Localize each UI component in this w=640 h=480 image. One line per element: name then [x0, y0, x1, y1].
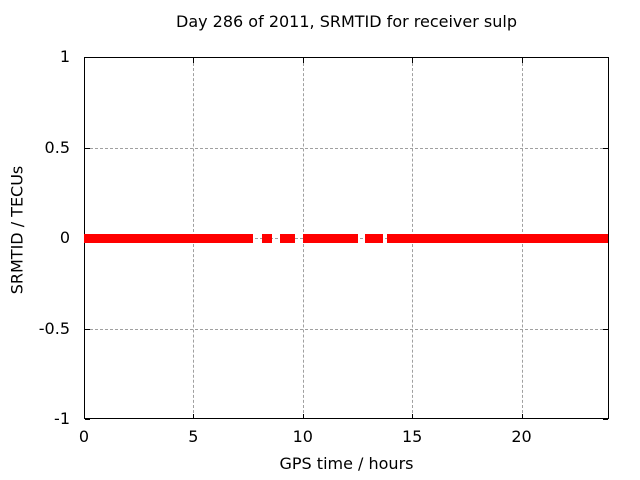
- x-tick-mark-top: [302, 58, 304, 63]
- x-tick-label: 10: [292, 427, 313, 446]
- data-segment: [302, 233, 359, 243]
- y-tick-label: 0.5: [44, 137, 70, 157]
- y-tick-label: -1: [54, 409, 70, 428]
- y-tick-mark-right: [603, 419, 608, 420]
- data-segment: [280, 233, 296, 243]
- x-tick-mark-top: [412, 58, 414, 63]
- y-tick-label: 1: [59, 47, 70, 66]
- y-tick-mark-right: [603, 57, 608, 58]
- y-tick-label: 0: [59, 228, 70, 247]
- x-tick-mark-bottom: [84, 414, 85, 419]
- y-axis-label: SRMTID / TECUs: [7, 165, 27, 295]
- data-segment: [386, 233, 608, 243]
- x-axis-label: GPS time / hours: [279, 454, 414, 473]
- x-tick-label: 15: [401, 427, 423, 446]
- y-tick-mark-left: [85, 328, 90, 330]
- x-tick-mark-bottom: [193, 414, 195, 419]
- y-tick-mark-left: [85, 419, 90, 420]
- x-tick-label: 0: [78, 427, 90, 446]
- x-tick-mark-top: [521, 58, 523, 63]
- data-segment: [84, 233, 254, 243]
- x-tick-mark-top: [193, 58, 195, 63]
- data-segment: [262, 233, 272, 243]
- gridline-horizontal: [85, 328, 608, 330]
- y-tick-mark-right: [603, 147, 608, 149]
- chart-title: Day 286 of 2011, SRMTID for receiver sul…: [176, 12, 517, 31]
- x-tick-label: 5: [188, 427, 199, 446]
- x-tick-mark-top: [84, 58, 85, 63]
- x-tick-mark-bottom: [412, 414, 414, 419]
- y-tick-label: -0.5: [38, 318, 70, 338]
- gridline-horizontal: [85, 147, 608, 149]
- x-tick-mark-bottom: [302, 414, 304, 419]
- x-tick-label: 20: [511, 427, 532, 446]
- data-segment: [365, 233, 384, 243]
- y-tick-mark-right: [603, 328, 608, 330]
- x-tick-mark-bottom: [521, 414, 523, 419]
- y-tick-mark-left: [85, 57, 90, 58]
- y-tick-mark-left: [85, 147, 90, 149]
